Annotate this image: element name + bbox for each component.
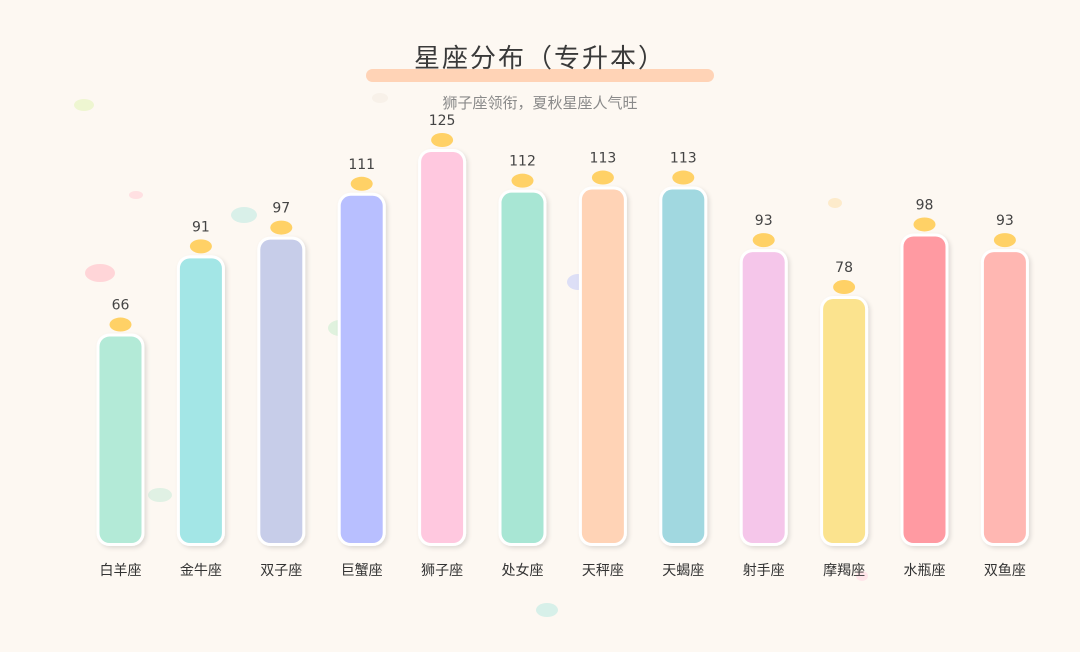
value-label: 125 bbox=[429, 113, 456, 129]
category-label: 金牛座 bbox=[180, 563, 222, 579]
bar-cap-dot bbox=[672, 170, 695, 185]
bar-双子座 bbox=[260, 239, 303, 544]
bar-cap-dot bbox=[752, 233, 775, 248]
value-label: 98 bbox=[916, 197, 934, 213]
bar-cap-dot bbox=[833, 280, 856, 295]
decor-bubble bbox=[85, 264, 115, 282]
decor-bubble bbox=[372, 93, 388, 103]
value-label: 78 bbox=[835, 260, 853, 276]
category-label: 处女座 bbox=[502, 562, 544, 579]
decor-bubble bbox=[536, 603, 558, 617]
bar-cap-dot bbox=[270, 220, 293, 235]
bar-天秤座 bbox=[581, 189, 624, 543]
bar-摩羯座 bbox=[823, 299, 866, 543]
bar-cap-dot bbox=[109, 317, 132, 332]
bar-cap-dot bbox=[913, 217, 936, 232]
decor-bubble bbox=[148, 488, 172, 502]
bars-group: 66 白羊座 91 金牛座 97 双子座 111 巨蟹座 125 狮子座 112 处女座 113 天秤座 1… bbox=[96, 113, 1029, 579]
bar-cap-dot bbox=[431, 133, 454, 147]
title-underline bbox=[366, 69, 714, 82]
value-label: 91 bbox=[192, 219, 210, 235]
bar-金牛座 bbox=[179, 258, 222, 543]
category-label: 射手座 bbox=[743, 563, 785, 579]
value-label: 111 bbox=[348, 157, 375, 173]
value-label: 66 bbox=[112, 298, 130, 314]
category-label: 摩羯座 bbox=[823, 562, 865, 579]
bar-cap-dot bbox=[591, 170, 614, 185]
bar-射手座 bbox=[742, 252, 785, 543]
chart-title: 星座分布（专升本） bbox=[414, 44, 666, 74]
bar-双鱼座 bbox=[983, 252, 1026, 543]
bar-白羊座 bbox=[99, 336, 142, 543]
value-label: 93 bbox=[996, 213, 1014, 229]
bar-天蝎座 bbox=[662, 189, 705, 543]
bar-巨蟹座 bbox=[340, 195, 383, 544]
decor-bubble bbox=[856, 571, 868, 581]
bar-cap-dot bbox=[189, 239, 212, 254]
bar-cap-dot bbox=[350, 176, 373, 191]
value-label: 93 bbox=[755, 213, 773, 229]
decorative-bubbles bbox=[74, 93, 868, 617]
value-label: 97 bbox=[272, 201, 290, 217]
category-label: 双子座 bbox=[260, 563, 302, 579]
decor-bubble bbox=[828, 198, 842, 208]
category-label: 狮子座 bbox=[421, 563, 463, 579]
value-label: 112 bbox=[509, 154, 536, 170]
category-label: 白羊座 bbox=[100, 563, 142, 579]
category-label: 巨蟹座 bbox=[341, 563, 383, 579]
decor-bubble bbox=[74, 99, 94, 111]
value-label: 113 bbox=[590, 151, 617, 167]
category-label: 天秤座 bbox=[582, 563, 624, 579]
bar-cap-dot bbox=[511, 173, 534, 188]
bar-cap-dot bbox=[993, 233, 1016, 248]
category-label: 水瓶座 bbox=[904, 563, 946, 579]
category-label: 天蝎座 bbox=[662, 563, 704, 579]
bar-水瓶座 bbox=[903, 236, 946, 543]
value-label: 113 bbox=[670, 151, 697, 167]
bar-处女座 bbox=[501, 192, 544, 543]
decor-bubble bbox=[231, 207, 257, 223]
chart-subtitle: 狮子座领衔，夏秋星座人气旺 bbox=[442, 94, 637, 112]
category-label: 双鱼座 bbox=[984, 562, 1026, 579]
decor-bubble bbox=[129, 191, 143, 199]
bar-狮子座 bbox=[421, 152, 464, 543]
